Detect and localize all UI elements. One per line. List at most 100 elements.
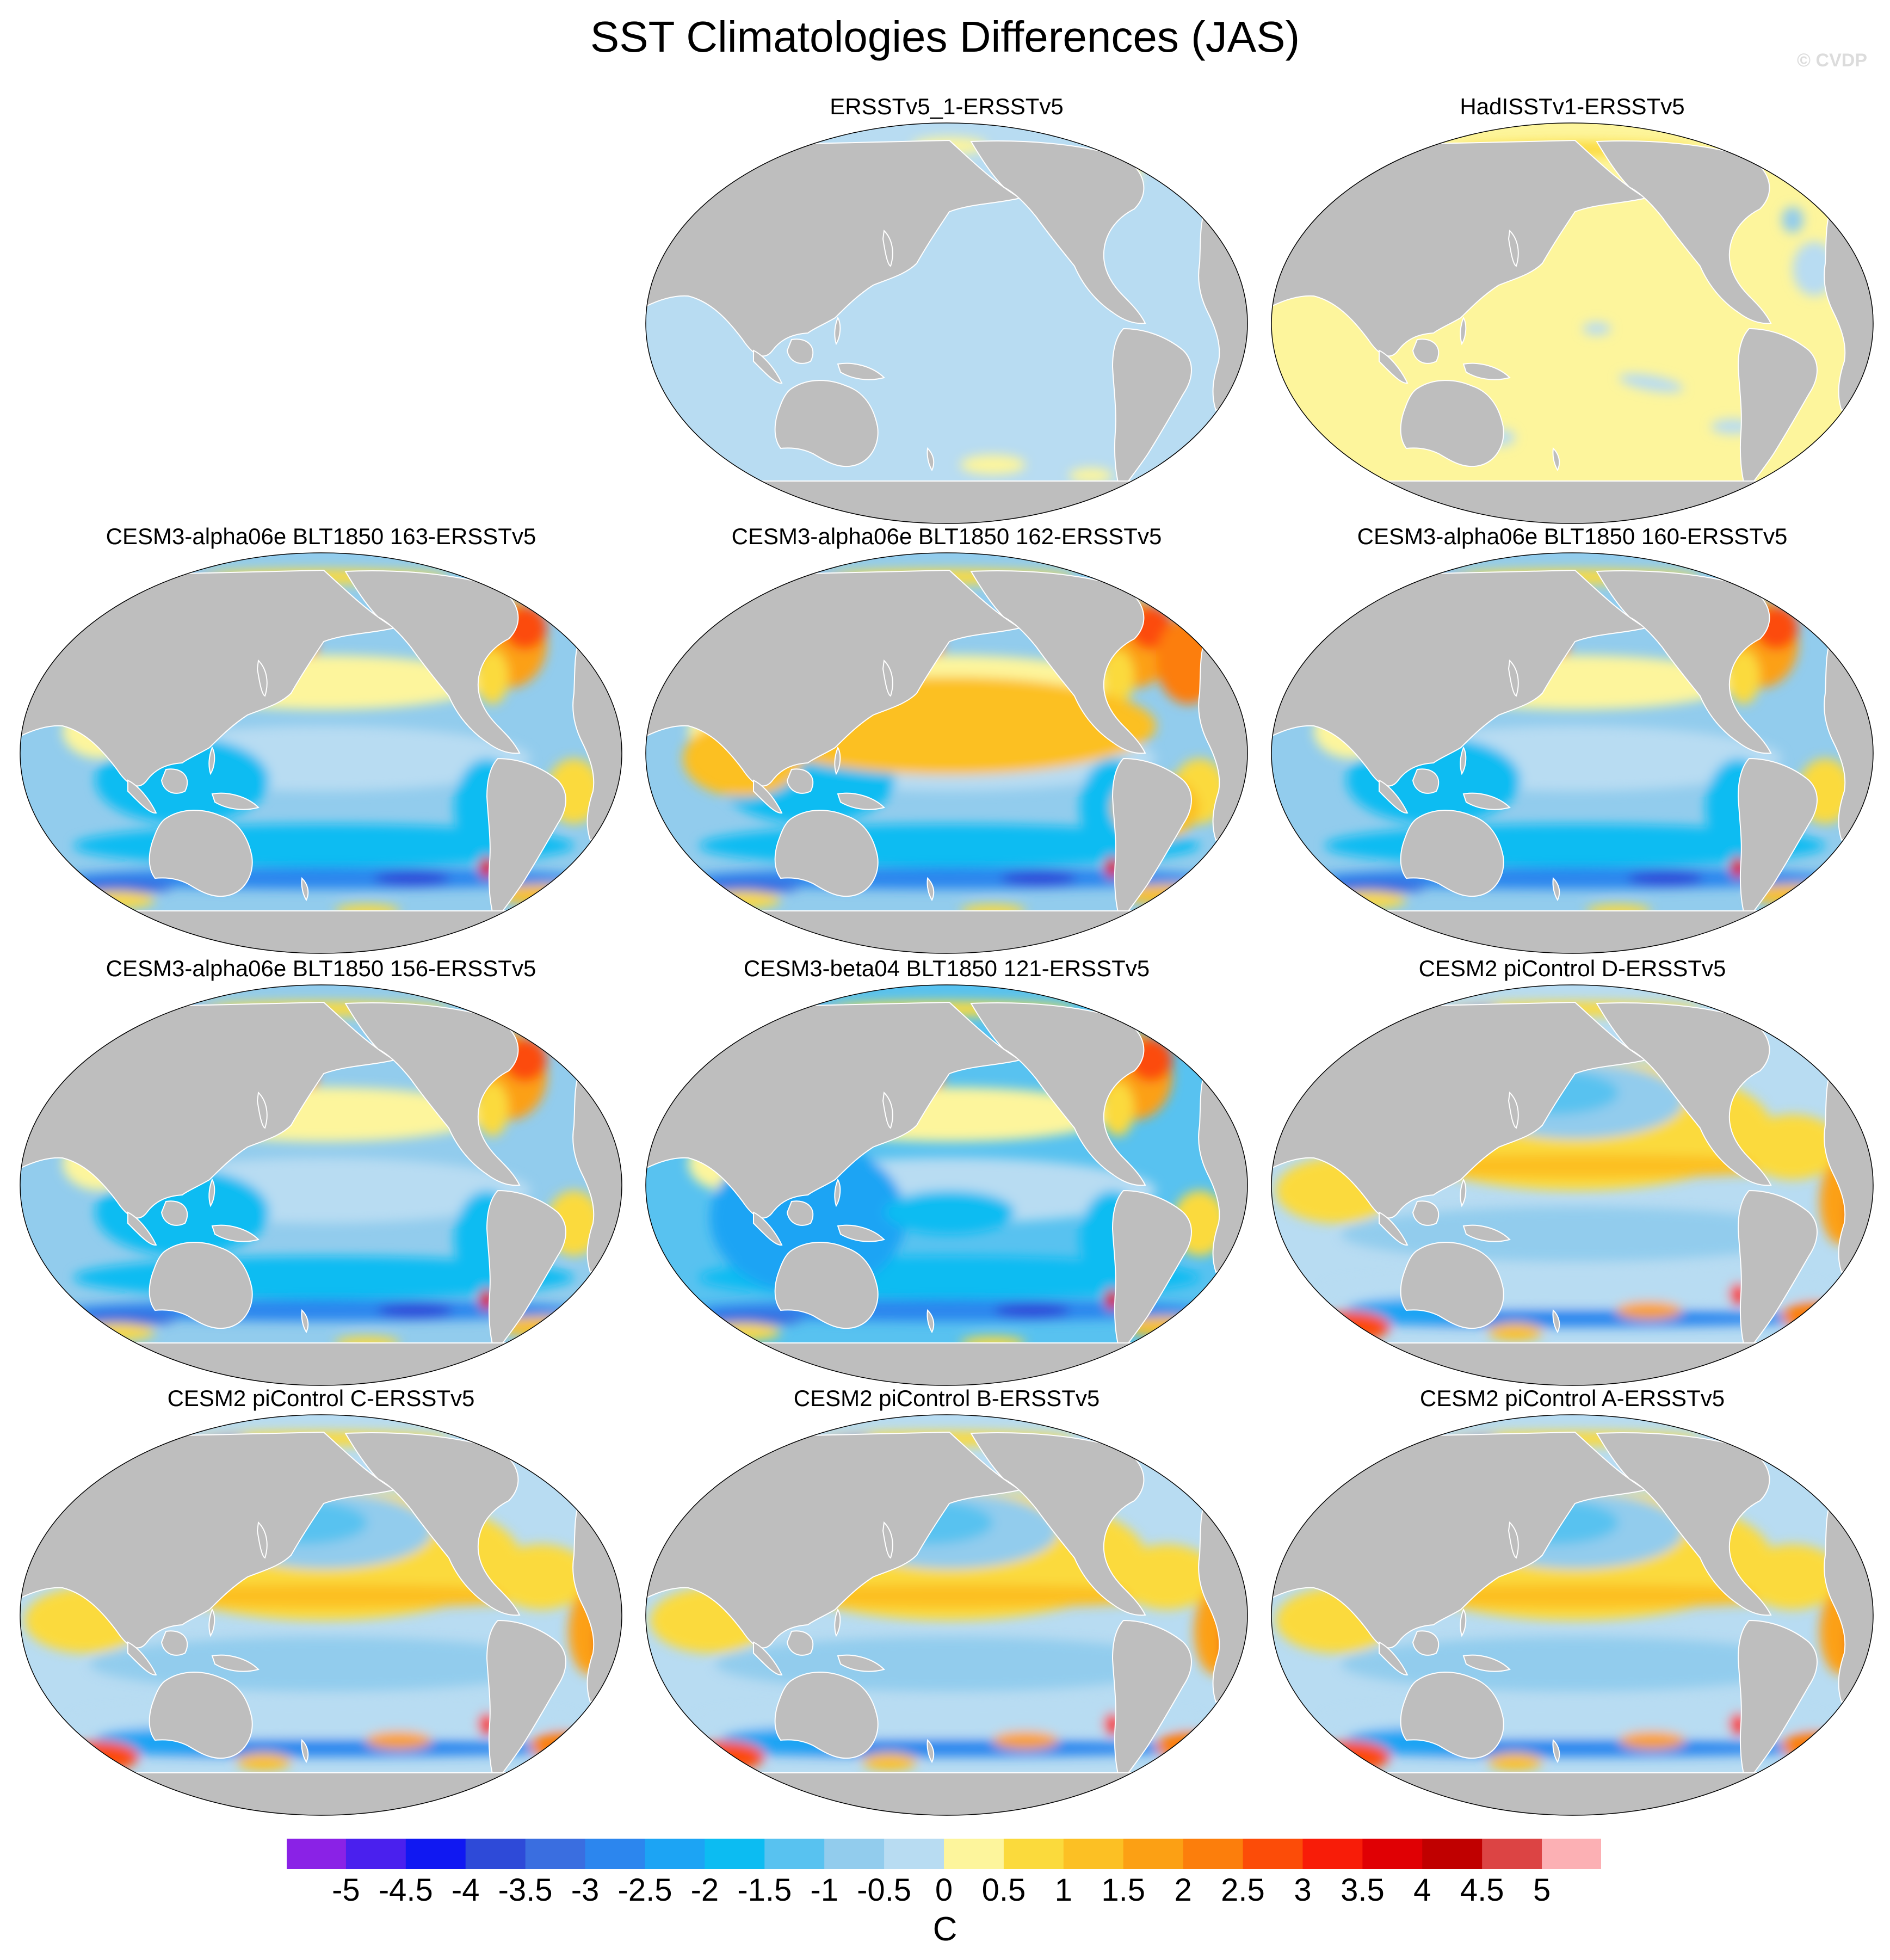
map-outline <box>645 552 1248 954</box>
land-mass <box>1781 1434 1848 1470</box>
land-mass <box>1552 447 1560 472</box>
colorbar <box>286 1838 1602 1870</box>
sst-difference-map <box>20 984 622 1386</box>
sst-difference-map <box>645 552 1248 954</box>
sst-anomaly-region <box>1619 373 1684 393</box>
map-outline <box>1271 984 1874 1386</box>
land-mass <box>646 480 1247 523</box>
colorbar-tick-label: 0.5 <box>981 1872 1026 1908</box>
land-mass <box>646 1772 1247 1815</box>
sst-anomaly-region <box>237 1753 291 1771</box>
map-panel: CESM2 piControl B-ERSSTv5 <box>637 1383 1257 1819</box>
sst-anomaly-region <box>1583 322 1611 335</box>
map-panel: CESM2 piControl A-ERSSTv5 <box>1262 1383 1882 1819</box>
land-mass <box>208 746 215 775</box>
land-mass <box>927 1739 935 1764</box>
land-mass <box>256 1521 268 1559</box>
land-mass <box>834 1178 841 1207</box>
sst-anomaly-region <box>994 1303 1070 1318</box>
sst-difference-map <box>1271 1414 1874 1816</box>
sst-difference-map <box>20 1414 622 1816</box>
colorbar-tick-label: 3 <box>1294 1872 1312 1908</box>
colorbar-swatch <box>1063 1838 1124 1870</box>
land-mass <box>208 1178 215 1207</box>
land-mass <box>127 1641 157 1676</box>
land-mass <box>20 1431 396 1649</box>
colorbar-swatch <box>1422 1838 1483 1870</box>
land-mass <box>1552 1309 1560 1334</box>
land-mass <box>211 1224 260 1242</box>
colorbar-swatch <box>645 1838 705 1870</box>
colorbar-tick-label: 5 <box>1533 1872 1551 1908</box>
map-outline <box>20 984 622 1386</box>
sst-anomaly-region <box>1620 1731 1685 1749</box>
land-mass <box>1400 1242 1504 1329</box>
land-mass <box>20 569 396 787</box>
sst-anomaly-region <box>377 1303 453 1318</box>
sst-anomaly-region <box>1782 1731 1847 1760</box>
land-mass <box>1379 1641 1409 1676</box>
colorbar-swatch <box>286 1838 347 1870</box>
sst-difference-map <box>1271 984 1874 1386</box>
sst-difference-map <box>645 1414 1248 1816</box>
land-mass <box>1155 1434 1222 1470</box>
land-mass <box>149 1672 253 1759</box>
sst-difference-map <box>20 552 622 954</box>
sst-anomaly-region <box>1000 871 1077 886</box>
panel-title: CESM2 piControl D-ERSSTv5 <box>1418 956 1726 981</box>
land-mass <box>1781 572 1848 608</box>
sst-anomaly-region <box>1118 1544 1216 1610</box>
land-mass <box>1155 572 1222 608</box>
land-mass <box>1462 792 1511 810</box>
land-mass <box>837 1224 885 1242</box>
land-mass <box>529 572 597 608</box>
land-mass <box>486 757 566 923</box>
land-mass <box>1271 1342 1873 1385</box>
colorbar-tick-label: -4.5 <box>378 1872 433 1908</box>
sst-anomaly-region <box>63 1741 139 1772</box>
land-mass <box>837 1654 885 1672</box>
land-mass <box>753 349 783 384</box>
land-mass <box>882 659 893 697</box>
land-mass <box>211 1654 260 1672</box>
land-mass <box>786 338 814 364</box>
map-panel: ERSSTv5_1-ERSSTv5 <box>637 91 1257 527</box>
sst-anomaly-region <box>1069 468 1113 483</box>
land-mass <box>1460 1608 1467 1637</box>
sst-anomaly-region <box>706 1311 804 1326</box>
land-mass <box>753 1211 783 1246</box>
colorbar-swatches <box>286 1838 1602 1870</box>
land-mass <box>20 1772 622 1815</box>
land-mass <box>20 1342 622 1385</box>
land-mass <box>1379 779 1409 814</box>
sst-anomaly-region <box>862 1753 917 1771</box>
land-mass <box>834 1608 841 1637</box>
map-outline <box>1271 552 1874 954</box>
sst-anomaly-region <box>884 1191 1015 1234</box>
land-mass <box>208 1608 215 1637</box>
panel-title: CESM2 piControl A-ERSSTv5 <box>1419 1385 1725 1411</box>
colorbar-tick-label: -1 <box>810 1872 838 1908</box>
land-mass <box>1271 569 1647 787</box>
land-mass <box>882 229 893 267</box>
land-mass <box>774 1672 879 1759</box>
map-panel: CESM2 piControl C-ERSSTv5 <box>11 1383 631 1819</box>
land-mass <box>786 1200 814 1226</box>
colorbar-tick-label: -4 <box>451 1872 480 1908</box>
cvdp-watermark: © CVDP <box>1797 50 1867 71</box>
colorbar-swatch <box>944 1838 1004 1870</box>
land-mass <box>160 1200 188 1226</box>
land-mass <box>20 1001 396 1219</box>
land-mass <box>774 810 879 897</box>
land-mass <box>927 877 935 902</box>
land-mass <box>529 1434 597 1470</box>
panel-title: CESM2 piControl B-ERSSTv5 <box>793 1385 1100 1411</box>
colorbar-swatch <box>585 1838 645 1870</box>
land-mass <box>256 659 268 697</box>
colorbar-swatch <box>824 1838 885 1870</box>
sst-anomaly-region <box>1102 650 1134 704</box>
land-mass <box>1400 810 1504 897</box>
land-mass <box>646 1001 1022 1219</box>
land-mass <box>1111 328 1192 494</box>
land-mass <box>1271 1772 1873 1815</box>
